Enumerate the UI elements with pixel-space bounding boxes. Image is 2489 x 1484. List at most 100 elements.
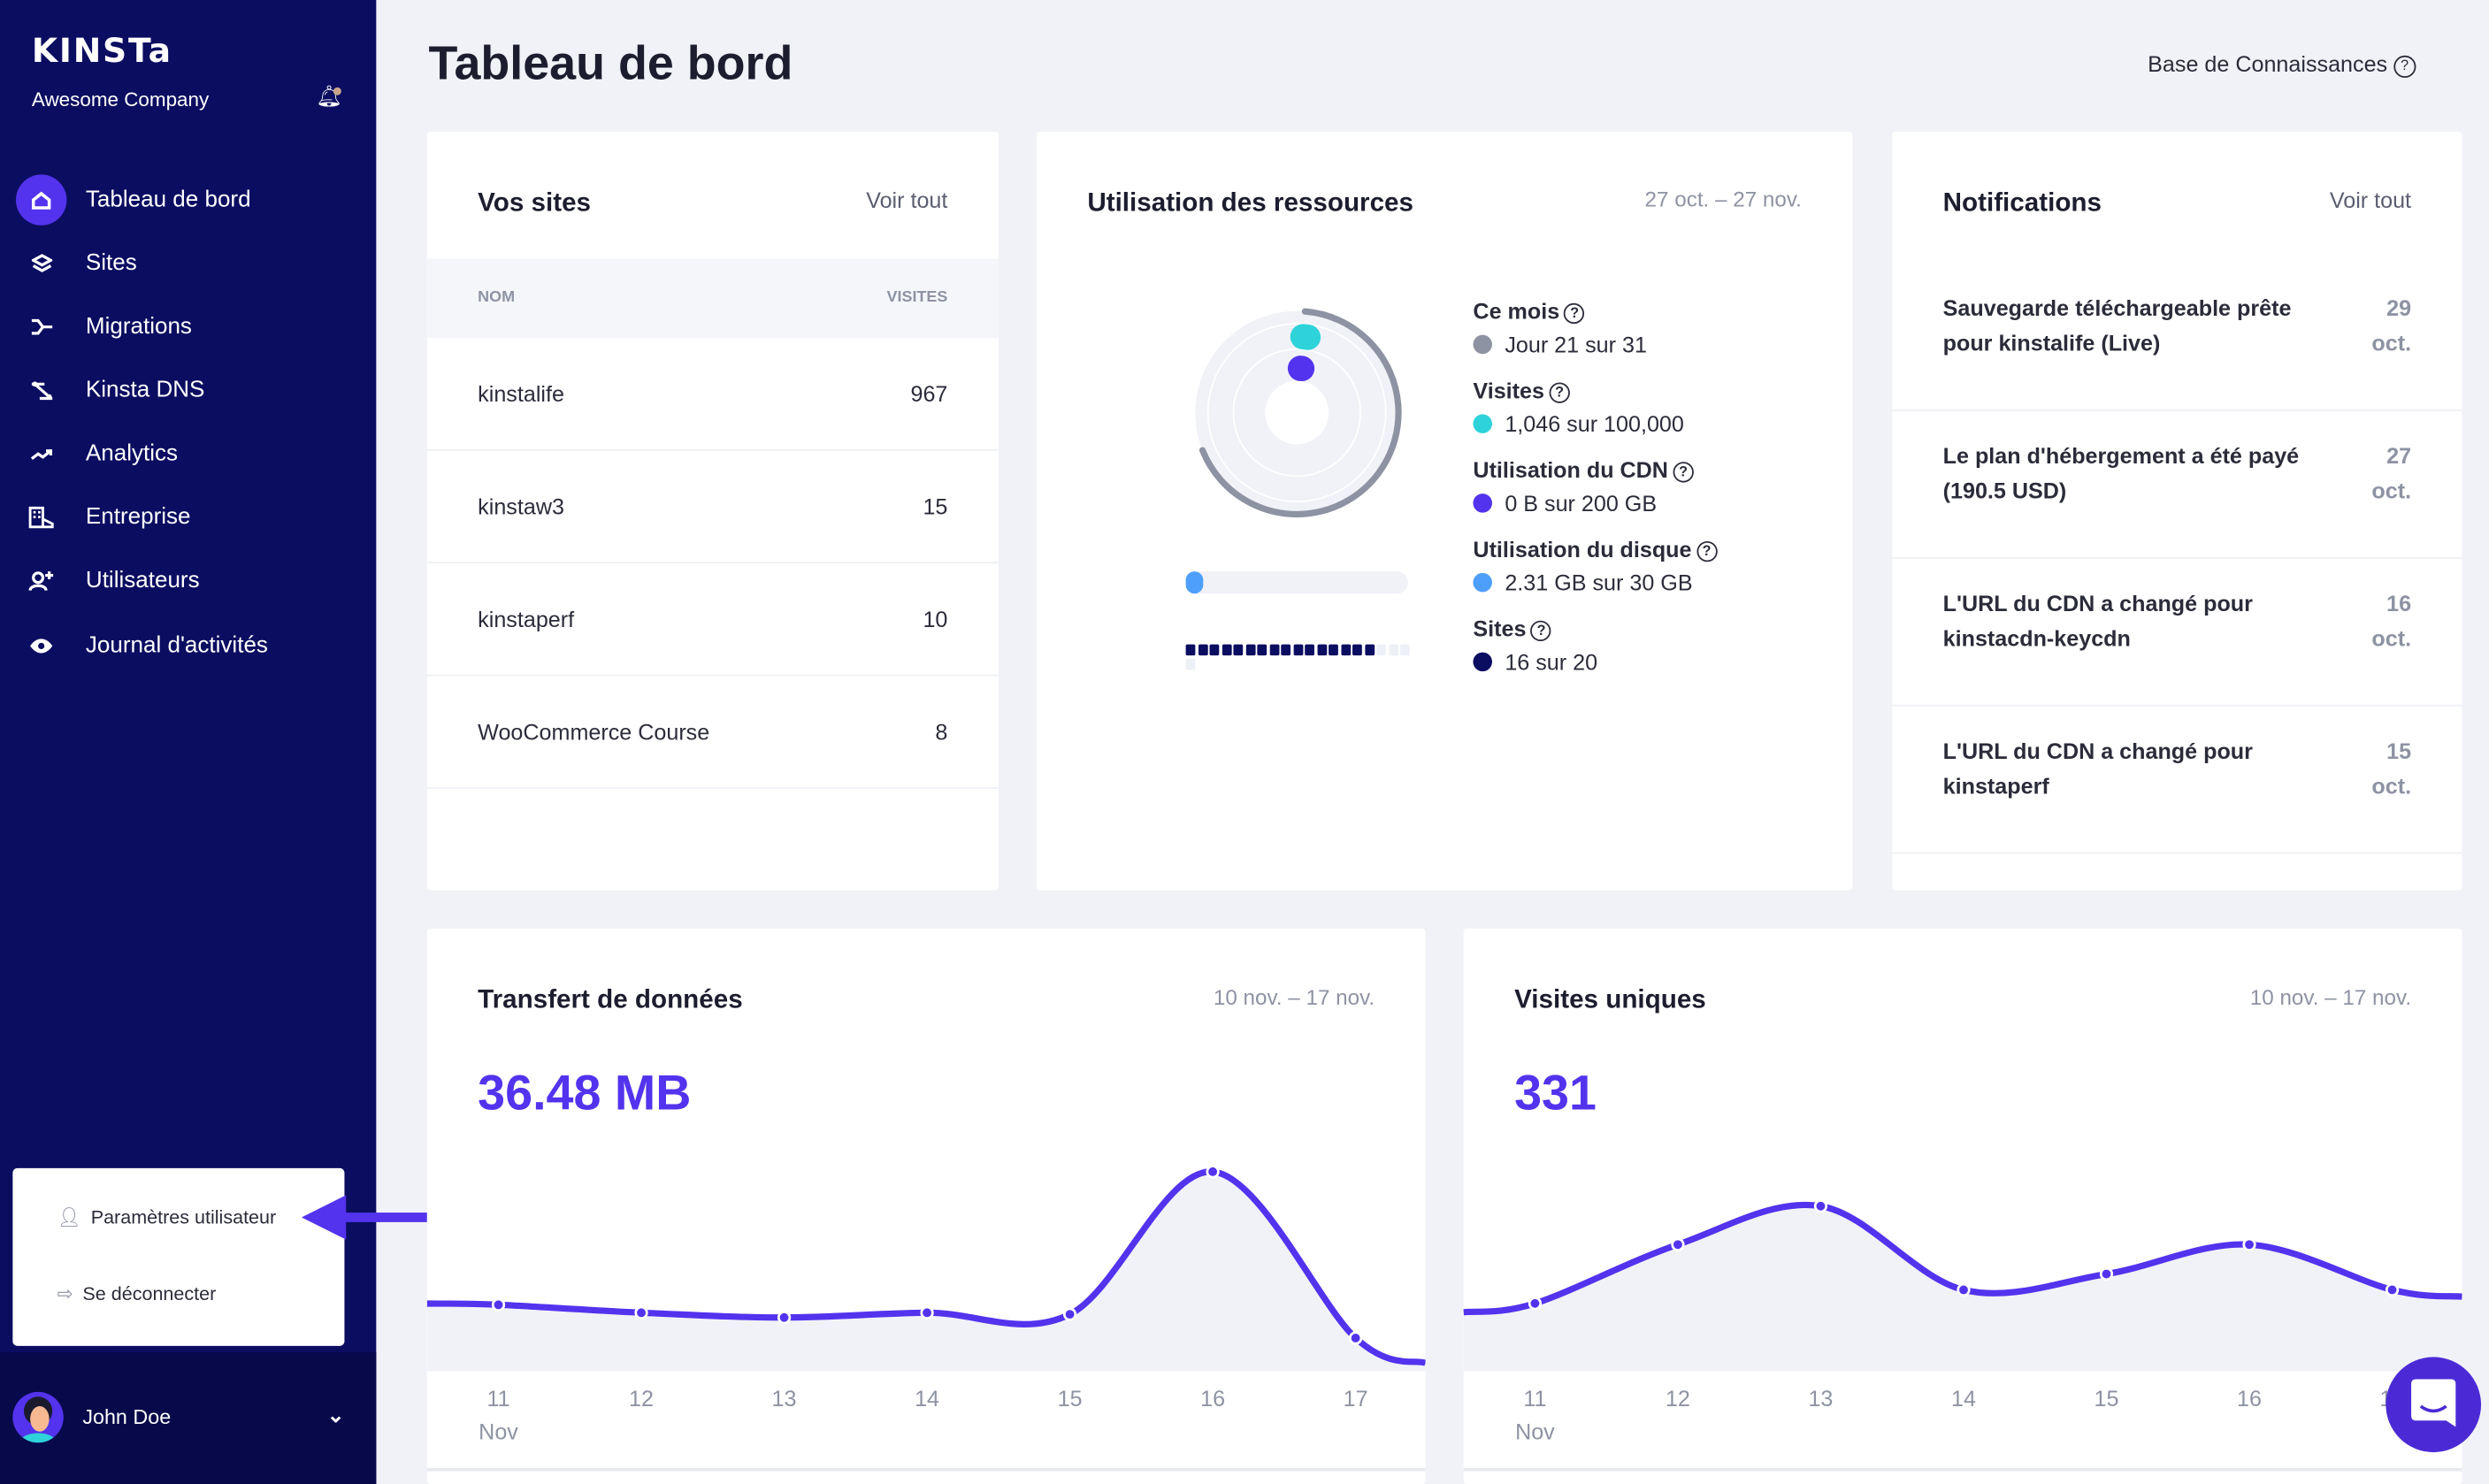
sidebar-item-analytics[interactable]: Analytics [16,427,365,481]
avatar[interactable] [12,1391,64,1443]
sidebar-item-migrations[interactable]: Migrations [16,300,365,354]
divider [1463,1468,2462,1472]
site-name: kinstaw3 [478,493,564,519]
data-point[interactable] [1348,1331,1363,1345]
data-point[interactable] [634,1305,648,1320]
data-point[interactable] [1206,1165,1220,1179]
data-point[interactable] [2385,1282,2400,1297]
view-all-sites-link[interactable]: Voir tout [866,187,948,213]
notification-item[interactable]: L'URL du CDN a changé pour kinstacdn-key… [1892,559,2462,707]
x-tick-label: 14 [1950,1385,1976,1411]
site-visits: 15 [923,493,948,519]
table-row[interactable]: kinstaperf 10 [426,563,999,677]
notification-item[interactable]: Sauvegarde téléchargeable prête pour kin… [1892,264,2462,411]
x-tick-label: 11 [486,1385,510,1411]
user-name: John Doe [82,1404,172,1429]
date-day: 16 [2386,590,2412,616]
sidebar-item-utilisateurs[interactable]: Utilisateurs [16,554,365,608]
data-point[interactable] [920,1305,934,1320]
data-point[interactable] [1671,1237,1685,1251]
x-tick-label: 11 [1523,1385,1547,1411]
total-value: 331 [1514,1065,1597,1121]
legend-label: Visites [1473,378,1544,403]
table-header: NOM VISITES [426,258,999,339]
notification-item[interactable]: Le plan d'hébergement a été payé (190.5 … [1892,411,2462,559]
chat-button[interactable] [2386,1357,2482,1453]
sidebar-item-label: Migrations [85,314,192,340]
data-point[interactable] [1528,1297,1543,1311]
help-icon[interactable]: ? [1696,540,1718,562]
disk-progress-bar [1185,571,1408,594]
table-row[interactable]: WooCommerce Course 8 [426,677,999,789]
x-tick-label: 12 [1665,1385,1690,1411]
table-row[interactable]: kinstalife 967 [426,338,999,451]
legend-title-visits: Visites? [1473,378,1570,403]
chat-icon [2411,1379,2456,1427]
knowledge-base-link[interactable]: Base de Connaissances ? [2148,50,2416,78]
legend-title-disk: Utilisation du disque? [1473,537,1718,562]
chevron-down-icon[interactable]: ⌄ [326,1403,345,1427]
view-all-notifications-link[interactable]: Voir tout [2329,187,2412,213]
date-range[interactable]: 10 nov. – 17 nov. [1213,985,1375,1010]
menu-item-user-settings[interactable]: 👤︎ Paramètres utilisateur [57,1206,277,1228]
month-progress-arc [1199,308,1402,517]
sidebar-item-entreprise[interactable]: Entreprise [16,491,365,545]
help-icon[interactable]: ? [1530,620,1552,642]
notification-text: L'URL du CDN a changé pour kinstaperf [1942,738,2253,799]
legend-value: 16 sur 20 [1505,649,1598,675]
data-point[interactable] [2242,1237,2256,1251]
site-slot-used [1305,644,1314,656]
date-range[interactable]: 10 nov. – 17 nov. [2249,985,2412,1010]
notification-text: L'URL du CDN a changé pour kinstacdn-key… [1942,590,2253,651]
user-icon: 👤︎ [57,1205,81,1229]
card-title: Notifications [1942,188,2102,218]
site-slot-used [1268,644,1279,656]
column-header-name[interactable]: NOM [478,288,516,307]
site-slot-used [1198,644,1207,656]
help-icon[interactable]: ? [1564,302,1585,325]
sidebar-item-journal[interactable]: Journal d'activités [16,619,365,673]
layers-icon [16,238,66,288]
legend-value: Jour 21 sur 31 [1505,332,1647,357]
data-point[interactable] [1957,1282,1971,1297]
visits-progress-arc [1290,324,1321,350]
date-month: oct. [2371,625,2412,651]
kinsta-logo[interactable]: KINSTa [31,31,172,70]
resources-card: Utilisation des ressources 27 oct. – 27 … [1036,131,1853,891]
data-point[interactable] [491,1297,506,1312]
sidebar-item-label: Kinsta DNS [85,378,205,403]
site-slot-used [1281,644,1291,656]
x-tick-label: 16 [2237,1385,2262,1411]
company-name: Awesome Company [31,88,210,111]
disk-progress-fill [1185,571,1203,594]
data-point[interactable] [2099,1266,2114,1281]
area-chart [1463,1199,2462,1372]
data-point[interactable] [777,1311,792,1325]
site-slot-free [1399,644,1410,656]
x-tick-label: 16 [1200,1385,1226,1411]
column-header-visits[interactable]: VISITES [886,288,948,307]
sidebar-item-dashboard[interactable]: Tableau de bord [15,173,365,227]
user-menu: 👤︎ Paramètres utilisateur ⇨ Se déconnecter [12,1167,345,1346]
data-point[interactable] [1813,1199,1828,1213]
notifications-card: Notifications Voir tout Sauvegarde téléc… [1892,131,2462,891]
site-slot-used [1244,644,1255,656]
sidebar-item-kinsta-dns[interactable]: Kinsta DNS [16,363,365,417]
logout-icon: ⇨ [57,1282,73,1305]
data-point[interactable] [1062,1307,1077,1321]
menu-item-logout[interactable]: ⇨ Se déconnecter [57,1282,217,1304]
notification-item[interactable]: L'URL du CDN a changé pour kinstaperf 15 o… [1892,707,2462,854]
card-title: Utilisation des ressources [1087,188,1413,218]
sidebar-item-sites[interactable]: Sites [16,236,365,290]
page-title: Tableau de bord [428,38,793,91]
sidebar-item-label: Analytics [85,440,179,467]
table-row[interactable]: kinstaw3 15 [426,451,999,564]
help-icon[interactable]: ? [1549,382,1570,403]
legend-value: 2.31 GB sur 30 GB [1505,570,1693,595]
site-slot-used [1233,644,1244,656]
x-tick-label: 12 [629,1385,654,1411]
x-month-label: Nov [479,1419,518,1445]
data-transfer-card: Transfert de données 10 nov. – 17 nov. 3… [426,928,1426,1484]
area-chart [426,1165,1426,1372]
help-icon[interactable]: ? [1673,462,1694,483]
